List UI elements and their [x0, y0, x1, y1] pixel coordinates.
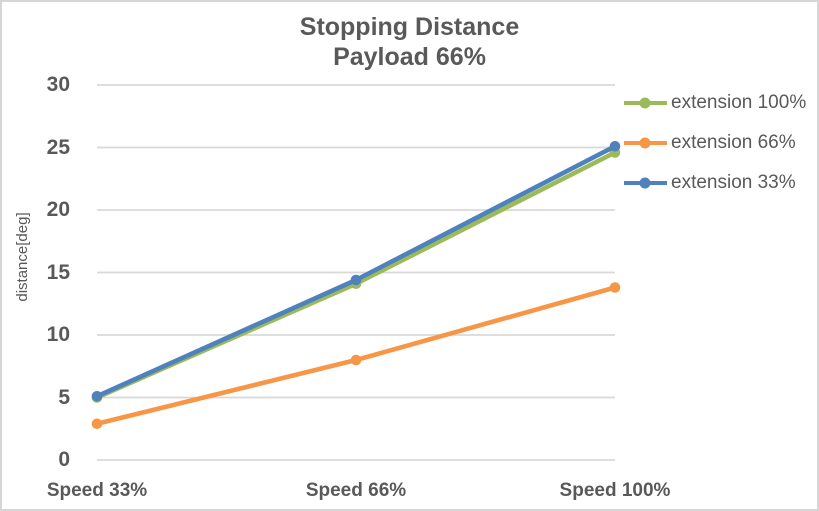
- data-point-extension-33--speed-66-: [350, 274, 362, 286]
- chart-title-line1: Stopping Distance: [299, 13, 520, 41]
- legend-line-marker-icon: [624, 137, 667, 149]
- legend-item-extension-100-: extension 100%: [623, 92, 806, 114]
- y-tick-label-20: 20: [46, 198, 70, 221]
- data-point-extension-66--speed-33-: [91, 418, 103, 430]
- data-point-extension-33--speed-33-: [91, 390, 103, 402]
- chart-title-line2: Payload 66%: [333, 43, 486, 71]
- legend-item-extension-66-: extension 66%: [623, 132, 806, 154]
- x-tick-label-speed-100-: Speed 100%: [559, 480, 671, 501]
- x-tick-label-speed-33-: Speed 33%: [46, 480, 148, 501]
- data-point-extension-66--speed-100-: [609, 282, 621, 293]
- chart-title: Stopping Distance Payload 66%: [2, 12, 817, 72]
- legend-label-extension-33-: extension 33%: [671, 172, 796, 193]
- y-tick-label-15: 15: [46, 260, 70, 284]
- y-tick-label-10: 10: [46, 323, 70, 346]
- legend-label-extension-66-: extension 66%: [671, 132, 796, 153]
- legend-label-extension-100-: extension 100%: [671, 92, 807, 113]
- y-tick-label-5: 5: [58, 385, 70, 409]
- legend-item-extension-33-: extension 33%: [623, 172, 806, 194]
- x-tick-label-speed-66-: Speed 66%: [305, 480, 407, 501]
- legend-line-marker-icon: [624, 177, 667, 189]
- legend-line-marker-icon: [624, 97, 667, 109]
- data-point-extension-66--speed-66-: [350, 354, 362, 366]
- data-point-extension-33--speed-100-: [609, 140, 621, 152]
- y-tick-label-30: 30: [46, 73, 70, 96]
- legend: extension 100% extension 66% extension 33%: [623, 92, 806, 194]
- y-tick-label-0: 0: [58, 448, 70, 471]
- y-tick-label-25: 25: [46, 135, 70, 159]
